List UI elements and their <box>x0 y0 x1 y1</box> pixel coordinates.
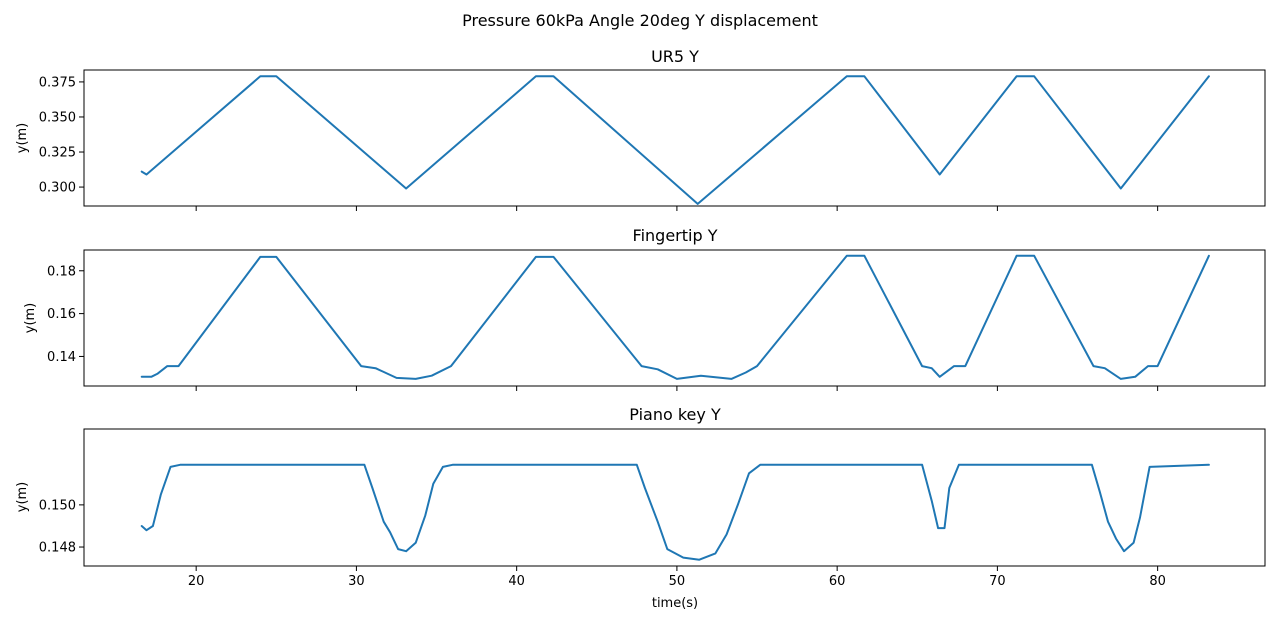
x-tick-label: 40 <box>508 574 525 589</box>
y-tick-label: 0.16 <box>47 307 76 322</box>
y-tick-label: 0.350 <box>39 110 76 125</box>
panel-title: UR5 Y <box>651 47 699 66</box>
y-tick-label: 0.18 <box>47 264 76 279</box>
panel-piano-key-y: Piano key Y y(m) 0.148 0.150 20 30 40 50 60 70 8… <box>15 405 1266 589</box>
x-tick-label: 20 <box>188 574 205 589</box>
panel-ur5-y: UR5 Y y(m) 0.300 0.325 0.350 0.375 <box>15 47 1266 211</box>
y-axis-label: y(m) <box>15 482 30 513</box>
plot-frame <box>83 69 1266 207</box>
x-tick-label: 50 <box>669 574 686 589</box>
x-tick-label: 60 <box>829 574 846 589</box>
y-tick-label: 0.150 <box>39 498 76 513</box>
series-line <box>140 254 1210 380</box>
series-line <box>140 75 1210 205</box>
y-tick-label: 0.148 <box>39 541 76 556</box>
series-line <box>140 463 1210 561</box>
panel-title: Piano key Y <box>629 405 721 424</box>
figure-title: Pressure 60kPa Angle 20deg Y displacemen… <box>462 11 818 30</box>
x-tick-label: 70 <box>989 574 1006 589</box>
y-axis-label: y(m) <box>23 303 38 334</box>
plot-frame <box>83 428 1266 567</box>
panel-title: Fingertip Y <box>633 226 718 245</box>
y-tick-label: 0.14 <box>47 350 76 365</box>
x-tick-label: 80 <box>1149 574 1166 589</box>
y-axis-label: y(m) <box>15 123 30 154</box>
plot-frame <box>83 249 1266 387</box>
x-axis-label: time(s) <box>652 596 698 611</box>
y-tick-label: 0.325 <box>39 146 76 161</box>
y-tick-label: 0.375 <box>39 75 76 90</box>
panel-fingertip-y: Fingertip Y y(m) 0.14 0.16 0.18 <box>23 226 1266 391</box>
y-tick-label: 0.300 <box>39 181 76 196</box>
x-tick-label: 30 <box>348 574 365 589</box>
